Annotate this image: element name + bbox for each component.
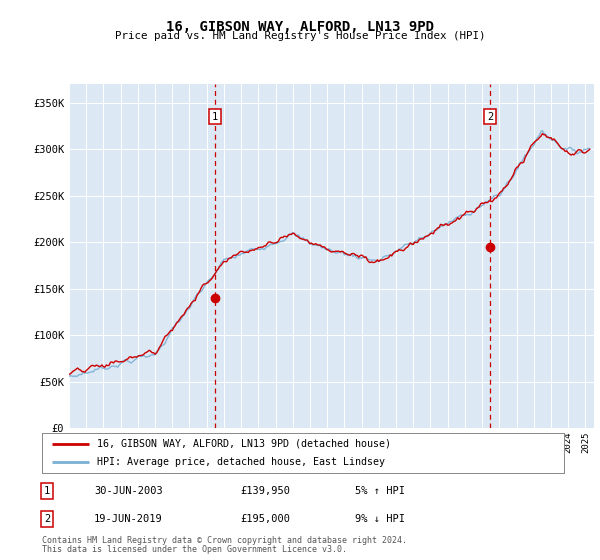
Text: £195,000: £195,000 [241, 514, 290, 524]
Text: 16, GIBSON WAY, ALFORD, LN13 9PD (detached house): 16, GIBSON WAY, ALFORD, LN13 9PD (detach… [97, 439, 391, 449]
Text: 5% ↑ HPI: 5% ↑ HPI [355, 486, 405, 496]
Text: 16, GIBSON WAY, ALFORD, LN13 9PD: 16, GIBSON WAY, ALFORD, LN13 9PD [166, 20, 434, 34]
Text: 2: 2 [44, 514, 50, 524]
Text: This data is licensed under the Open Government Licence v3.0.: This data is licensed under the Open Gov… [42, 545, 347, 554]
Text: HPI: Average price, detached house, East Lindsey: HPI: Average price, detached house, East… [97, 458, 385, 467]
Text: 1: 1 [212, 111, 218, 122]
Text: 9% ↓ HPI: 9% ↓ HPI [355, 514, 405, 524]
Text: 30-JUN-2003: 30-JUN-2003 [94, 486, 163, 496]
Text: 1: 1 [44, 486, 50, 496]
Text: 2: 2 [487, 111, 493, 122]
Text: 19-JUN-2019: 19-JUN-2019 [94, 514, 163, 524]
Text: £139,950: £139,950 [241, 486, 290, 496]
Text: Price paid vs. HM Land Registry's House Price Index (HPI): Price paid vs. HM Land Registry's House … [115, 31, 485, 41]
Text: Contains HM Land Registry data © Crown copyright and database right 2024.: Contains HM Land Registry data © Crown c… [42, 536, 407, 545]
